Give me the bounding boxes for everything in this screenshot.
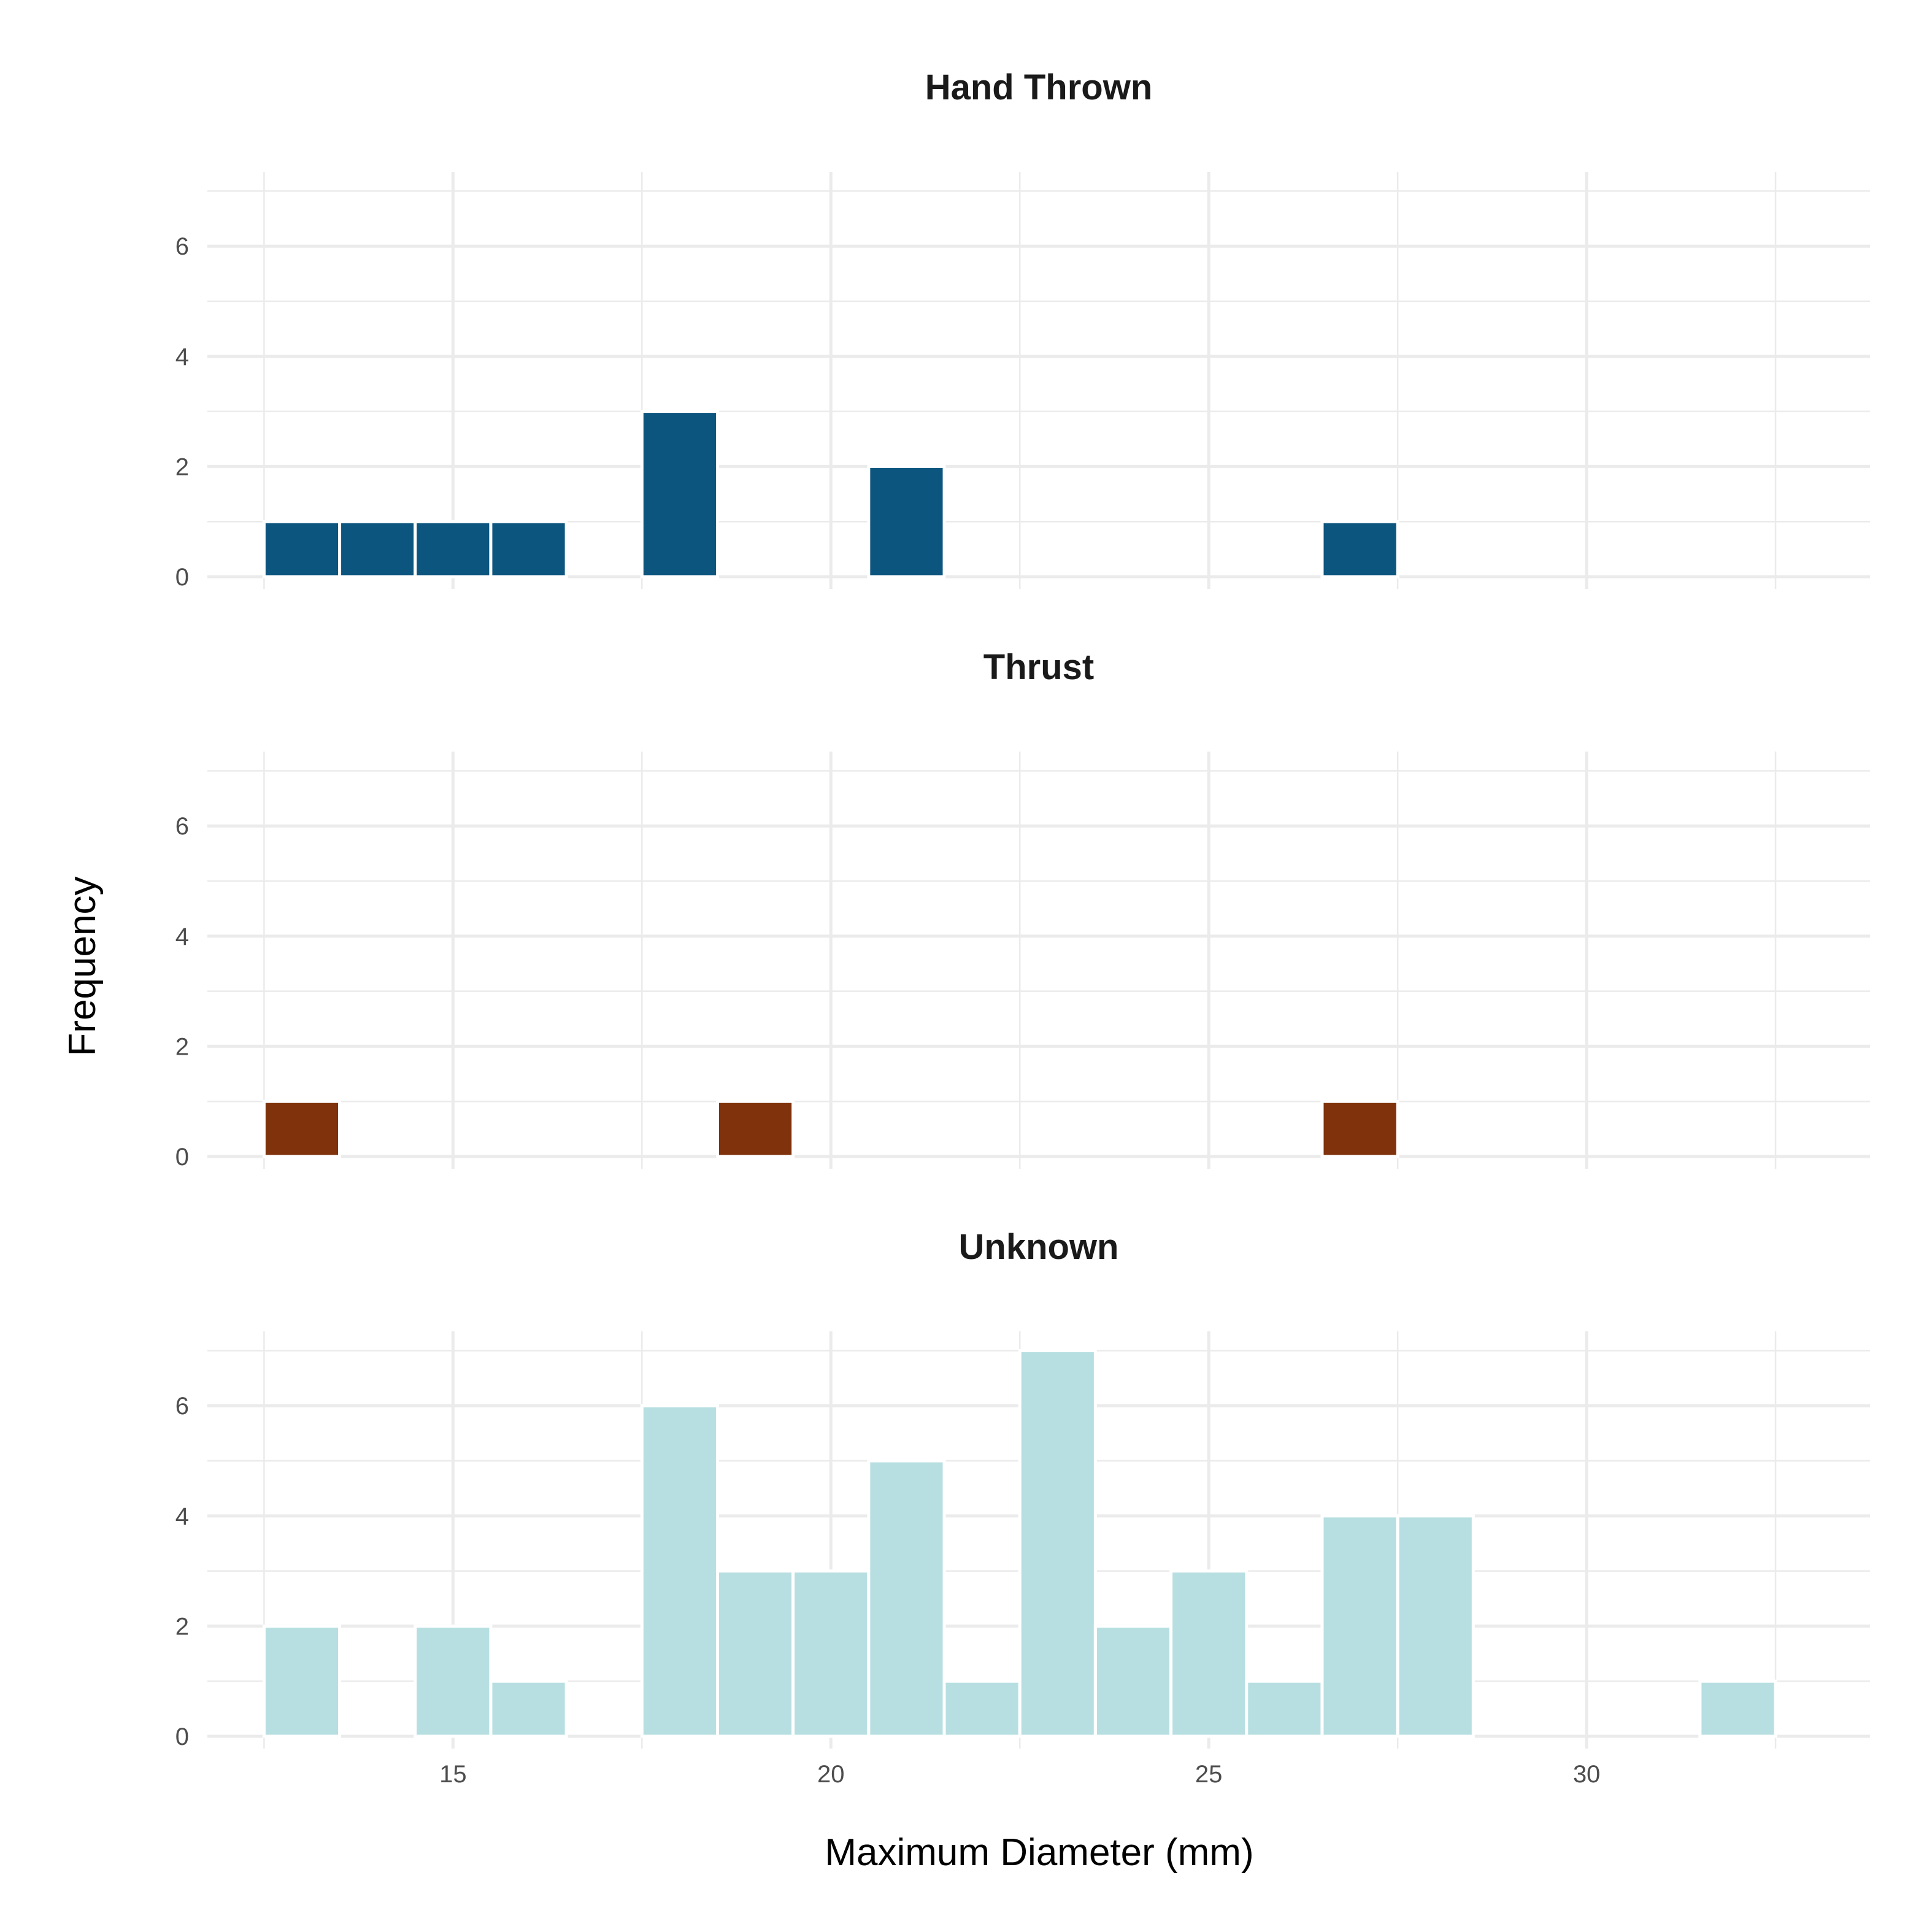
histogram-bar [867,1459,946,1738]
x-tick-label: 30 [1573,1761,1601,1788]
facet-panel: 0 2 4 6 Unknown [175,1227,1870,1750]
histogram-bar [1320,520,1399,579]
facet-panel: 0 2 4 6 Hand Thrown [175,67,1870,591]
y-tick-label: 4 [175,1503,189,1530]
histogram-bar [489,520,568,579]
histogram-bar [1320,1514,1399,1738]
histogram-bar [1320,1099,1399,1158]
y-tick-label: 0 [175,1144,189,1171]
y-tick-label: 0 [175,1723,189,1750]
histogram-bar [715,1099,795,1158]
y-tick-label: 4 [175,923,189,950]
histogram-bar [640,1404,719,1738]
y-tick-label: 2 [175,1613,189,1640]
x-tick-label: 25 [1195,1761,1223,1788]
histogram-bar [867,464,946,579]
facet-panel: 0 2 4 6 Thrust [175,647,1870,1171]
histogram-bar [1018,1349,1097,1738]
y-tick-label: 2 [175,453,189,480]
facet-title: Hand Thrown [925,67,1153,107]
histogram-bar [262,1099,342,1158]
histogram-bar [640,410,719,579]
histogram-bar [414,1624,493,1738]
histogram-bar [791,1569,871,1738]
histogram-bar [489,1679,568,1738]
histogram-bar [1093,1624,1173,1738]
histogram-bar [262,520,342,579]
histogram-bar [414,520,493,579]
y-axis-title: Frequency [61,877,104,1056]
x-axis-title: Maximum Diameter (mm) [825,1831,1253,1874]
y-tick-label: 6 [175,233,189,260]
x-tick-label: 20 [817,1761,845,1788]
y-tick-label: 6 [175,813,189,840]
y-tick-label: 2 [175,1033,189,1060]
histogram-bar [338,520,417,579]
histogram-bar [715,1569,795,1738]
facet-title: Unknown [959,1227,1119,1267]
histogram-bar [1698,1679,1777,1738]
histogram-bar [942,1679,1022,1738]
facet-title: Thrust [983,647,1094,687]
x-tick-label: 15 [439,1761,467,1788]
histogram-bar [1245,1679,1324,1738]
histogram-bar [1169,1569,1249,1738]
y-tick-label: 4 [175,344,189,371]
y-tick-label: 0 [175,564,189,591]
histogram-bar [1396,1514,1475,1738]
histogram-bar [262,1624,342,1738]
y-tick-label: 6 [175,1393,189,1420]
